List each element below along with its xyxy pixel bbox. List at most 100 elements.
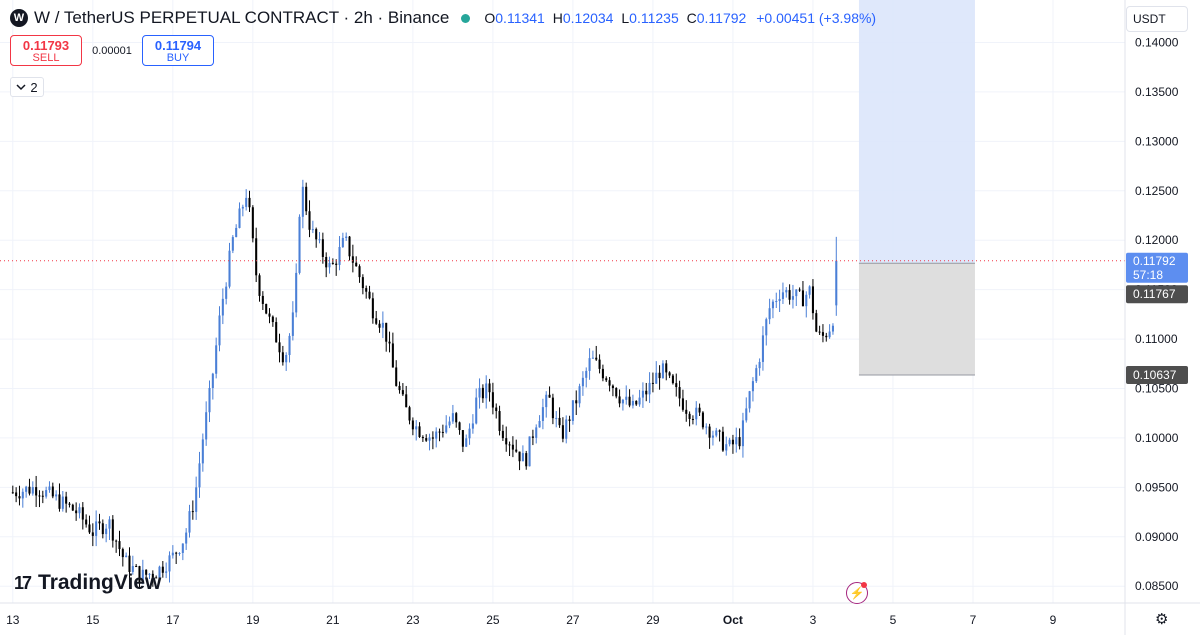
candle-body xyxy=(825,335,828,338)
candle-body xyxy=(588,358,591,371)
candle-body xyxy=(751,381,754,392)
candle-body xyxy=(418,426,421,437)
candle-body xyxy=(128,555,131,572)
chevron-down-icon xyxy=(16,83,26,90)
price-axis[interactable]: 0.08500 0.09000 0.09500 0.10000 0.10500 0.110… xyxy=(1124,0,1179,635)
time-tick-label: 25 xyxy=(486,613,500,627)
candle-body xyxy=(718,430,721,432)
candle-body xyxy=(665,363,668,373)
candle-body xyxy=(268,313,271,317)
candle-body xyxy=(468,428,471,439)
candle-body xyxy=(725,444,728,451)
candle-body xyxy=(331,262,334,264)
long-position-tool[interactable] xyxy=(858,0,975,376)
candle-body xyxy=(91,532,94,536)
candle-body xyxy=(241,206,244,209)
candle-body xyxy=(428,437,431,441)
candle-body xyxy=(278,342,281,353)
candle-body xyxy=(171,552,174,556)
candle-body xyxy=(598,359,601,369)
candle-body xyxy=(548,394,551,398)
candle-body xyxy=(471,423,474,429)
candle-body xyxy=(805,294,808,307)
candle-body xyxy=(448,421,451,426)
buy-button[interactable]: 0.11794 BUY xyxy=(142,35,214,66)
candle-body xyxy=(78,507,81,514)
close-key: C xyxy=(686,10,697,26)
current-price-label-bg xyxy=(1126,252,1188,283)
candle-body xyxy=(715,430,718,436)
time-axis[interactable]: 13 15 17 19 21 23 25 27 29 Oct 3 5 7 9 xyxy=(0,602,1200,627)
countdown-label: 57:18 xyxy=(1133,268,1163,282)
candle-body xyxy=(708,426,711,438)
candle-body xyxy=(385,322,388,342)
candle-body xyxy=(778,298,781,302)
time-tick-label: 7 xyxy=(970,613,977,627)
candle-body xyxy=(635,400,638,405)
candle-body xyxy=(595,357,598,360)
candle-body xyxy=(835,260,838,306)
settings-gear-icon[interactable]: ⚙ xyxy=(1155,611,1169,628)
candle-body xyxy=(221,298,224,316)
sell-label: SELL xyxy=(32,52,60,64)
candle-body xyxy=(48,486,51,491)
candle-body xyxy=(88,524,91,533)
sell-button[interactable]: 0.11793 SELL xyxy=(10,35,82,66)
current-price-label: 0.11792 xyxy=(1133,254,1176,268)
candle-body xyxy=(648,382,651,395)
low-value: 0.11235 xyxy=(629,10,679,26)
candle-body xyxy=(645,390,648,395)
price-tick-label: 0.08500 xyxy=(1135,579,1179,593)
candle-body xyxy=(315,229,318,240)
candle-body xyxy=(141,569,144,583)
candle-body xyxy=(341,237,344,247)
candle-body xyxy=(581,377,584,387)
price-tick-label: 0.12000 xyxy=(1135,233,1179,247)
candle-body xyxy=(605,378,608,381)
candle-body xyxy=(511,444,514,450)
time-tick-label: 13 xyxy=(6,613,20,627)
candle-body xyxy=(691,418,694,420)
candle-body xyxy=(398,385,401,391)
candle-body xyxy=(271,316,274,323)
candle-body xyxy=(488,383,491,393)
currency-selector[interactable]: USDT xyxy=(1126,6,1188,32)
indicators-toggle-button[interactable]: 2 xyxy=(10,77,44,97)
candle-body xyxy=(758,361,761,369)
candle-body xyxy=(768,308,771,320)
candle-body xyxy=(668,372,671,376)
symbol-logo-icon: W xyxy=(10,9,28,27)
candle-body xyxy=(591,357,594,359)
candle-body xyxy=(158,566,161,579)
tradingview-mark-icon: 17 xyxy=(14,572,32,593)
candle-body xyxy=(235,227,238,238)
candle-body xyxy=(558,417,561,426)
candle-body xyxy=(575,400,578,404)
price-tick-label: 0.12500 xyxy=(1135,184,1179,198)
candle-body xyxy=(335,263,338,265)
candle-body xyxy=(101,523,104,535)
candle-body xyxy=(25,486,28,492)
symbol-title[interactable]: W / TetherUS PERPETUAL CONTRACT · 2h · B… xyxy=(34,8,450,27)
candle-body xyxy=(328,262,331,268)
candle-body xyxy=(318,239,321,241)
candle-body xyxy=(98,521,101,524)
candle-body xyxy=(561,425,564,439)
candle-body xyxy=(155,577,158,579)
candle-body xyxy=(461,430,464,447)
candle-body xyxy=(251,207,254,239)
time-tick-label: 19 xyxy=(246,613,260,627)
candle-body xyxy=(31,487,34,494)
candle-body xyxy=(791,296,794,300)
candle-body xyxy=(765,319,768,336)
candle-body xyxy=(771,301,774,309)
candle-body xyxy=(531,436,534,438)
candle-body xyxy=(408,407,411,421)
candle-body xyxy=(338,246,341,265)
candle-body xyxy=(788,290,791,300)
tradingview-logo[interactable]: 17 TradingView xyxy=(14,571,161,595)
candle-body xyxy=(705,426,708,428)
candle-body xyxy=(755,368,758,382)
candle-body xyxy=(18,496,21,499)
